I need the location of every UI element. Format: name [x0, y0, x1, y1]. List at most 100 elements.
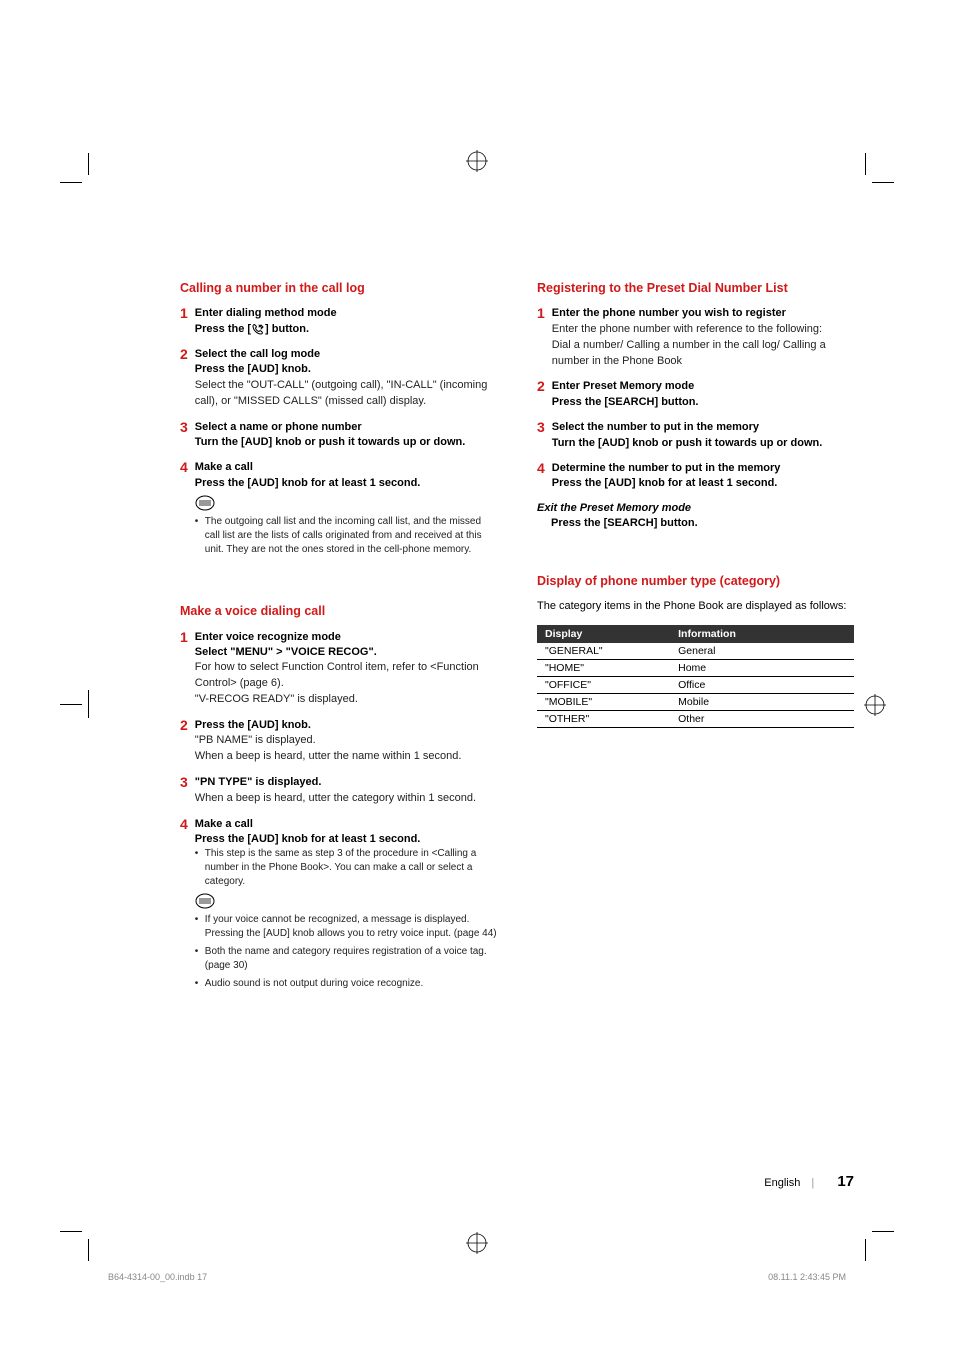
step: 4 Determine the number to put in the mem… — [537, 461, 854, 492]
registration-mark-bottom — [466, 1232, 488, 1254]
right-column: Registering to the Preset Dial Number Li… — [537, 280, 854, 1005]
note-icon — [195, 893, 497, 909]
table-cell: "GENERAL" — [537, 643, 670, 660]
step-sub: Press the [AUD] knob for at least 1 seco… — [195, 476, 497, 491]
step-sub: Turn the [AUD] knob or push it towards u… — [552, 436, 854, 451]
step-text: Select the "OUT-CALL" (outgoing call), "… — [195, 378, 497, 410]
step-heading: Enter Preset Memory mode — [552, 379, 854, 394]
step-sub: Press the [] button. — [195, 322, 497, 337]
table-row: "OFFICE"Office — [537, 677, 854, 694]
table-cell: Mobile — [670, 694, 854, 711]
table-cell: "OFFICE" — [537, 677, 670, 694]
step: 2 Press the [AUD] knob. "PB NAME" is dis… — [180, 718, 497, 765]
section-title-call-log: Calling a number in the call log — [180, 280, 497, 296]
section-title-register-preset: Registering to the Preset Dial Number Li… — [537, 280, 854, 296]
table-cell: "HOME" — [537, 660, 670, 677]
step-heading: Select the call log mode — [195, 347, 497, 362]
note-list: The outgoing call list and the incoming … — [195, 515, 497, 557]
table-cell: Other — [670, 711, 854, 728]
step-sub: Press the [AUD] knob. — [195, 362, 497, 377]
exit-heading: Exit the Preset Memory mode — [537, 502, 854, 514]
crop-mark — [60, 182, 82, 183]
table-cell: "MOBILE" — [537, 694, 670, 711]
note-item: This step is the same as step 3 of the p… — [195, 847, 497, 889]
crop-mark — [88, 1239, 89, 1261]
table-cell: Office — [670, 677, 854, 694]
step-sub: Press the [SEARCH] button. — [552, 395, 854, 410]
exit-sub: Press the [SEARCH] button. — [537, 516, 854, 531]
step-number: 1 — [180, 306, 188, 337]
category-table: Display Information "GENERAL"General "HO… — [537, 625, 854, 728]
crop-mark — [872, 182, 894, 183]
step-number: 3 — [180, 775, 188, 806]
left-column: Calling a number in the call log 1 Enter… — [180, 280, 497, 1005]
step: 1 Enter the phone number you wish to reg… — [537, 306, 854, 369]
page-footer: English | 17 — [764, 1173, 854, 1190]
note-item: Both the name and category requires regi… — [195, 945, 497, 973]
footer-page-number: 17 — [837, 1173, 854, 1190]
step-heading: Press the [AUD] knob. — [195, 718, 497, 733]
step-heading: Make a call — [195, 817, 497, 832]
crop-mark — [865, 153, 866, 175]
section-title-voice-dial: Make a voice dialing call — [180, 603, 497, 619]
step: 3 "PN TYPE" is displayed. When a beep is… — [180, 775, 497, 806]
table-cell: General — [670, 643, 854, 660]
registration-mark-right — [864, 694, 886, 716]
table-header-row: Display Information — [537, 625, 854, 643]
inline-note-list: This step is the same as step 3 of the p… — [195, 847, 497, 889]
footer-lang: English — [764, 1177, 800, 1189]
table-row: "GENERAL"General — [537, 643, 854, 660]
step: 1 Enter dialing method mode Press the []… — [180, 306, 497, 337]
table-row: "HOME"Home — [537, 660, 854, 677]
registration-mark-top — [466, 150, 488, 172]
crop-mark — [60, 1231, 82, 1232]
step: 2 Enter Preset Memory mode Press the [SE… — [537, 379, 854, 410]
step: 4 Make a call Press the [AUD] knob for a… — [180, 817, 497, 996]
step-sub: Select "MENU" > "VOICE RECOG". — [195, 645, 497, 660]
step-number: 1 — [537, 306, 545, 369]
print-footer-left: B64-4314-00_00.indb 17 — [108, 1272, 207, 1282]
step-number: 4 — [537, 461, 545, 492]
section-title-display-type: Display of phone number type (category) — [537, 573, 854, 589]
page-content: Calling a number in the call log 1 Enter… — [180, 280, 854, 1005]
step-heading: "PN TYPE" is displayed. — [195, 775, 497, 790]
step-heading: Enter voice recognize mode — [195, 630, 497, 645]
print-footer: B64-4314-00_00.indb 17 08.11.1 2:43:45 P… — [108, 1272, 846, 1282]
step-number: 2 — [180, 347, 188, 410]
step-text: Enter the phone number with reference to… — [552, 322, 854, 370]
step: 3 Select a name or phone number Turn the… — [180, 420, 497, 451]
crop-mark — [60, 704, 82, 705]
crop-mark — [88, 153, 89, 175]
step: 4 Make a call Press the [AUD] knob for a… — [180, 460, 497, 561]
table-row: "OTHER"Other — [537, 711, 854, 728]
step-text: When a beep is heard, utter the category… — [195, 791, 497, 807]
step: 1 Enter voice recognize mode Select "MEN… — [180, 630, 497, 709]
step-number: 2 — [537, 379, 545, 410]
table-cell: "OTHER" — [537, 711, 670, 728]
note-list: If your voice cannot be recognized, a me… — [195, 913, 497, 991]
table-cell: Home — [670, 660, 854, 677]
step-sub-text: Press the [ — [195, 323, 251, 335]
footer-separator: | — [811, 1177, 814, 1189]
crop-mark — [865, 1239, 866, 1261]
step-number: 2 — [180, 718, 188, 765]
step-number: 4 — [180, 817, 188, 996]
table-header: Information — [670, 625, 854, 643]
note-item: If your voice cannot be recognized, a me… — [195, 913, 497, 941]
note-item: The outgoing call list and the incoming … — [195, 515, 497, 557]
step: 2 Select the call log mode Press the [AU… — [180, 347, 497, 410]
note-item: Audio sound is not output during voice r… — [195, 977, 497, 991]
step-number: 3 — [180, 420, 188, 451]
step-heading: Enter the phone number you wish to regis… — [552, 306, 854, 321]
note-icon — [195, 495, 497, 511]
step-sub: Turn the [AUD] knob or push it towards u… — [195, 435, 497, 450]
crop-mark — [88, 690, 89, 718]
step-heading: Make a call — [195, 460, 497, 475]
table-header: Display — [537, 625, 670, 643]
step: 3 Select the number to put in the memory… — [537, 420, 854, 451]
print-footer-right: 08.11.1 2:43:45 PM — [768, 1272, 846, 1282]
step-heading: Enter dialing method mode — [195, 306, 497, 321]
step-heading: Determine the number to put in the memor… — [552, 461, 854, 476]
step-number: 3 — [537, 420, 545, 451]
step-heading: Select a name or phone number — [195, 420, 497, 435]
